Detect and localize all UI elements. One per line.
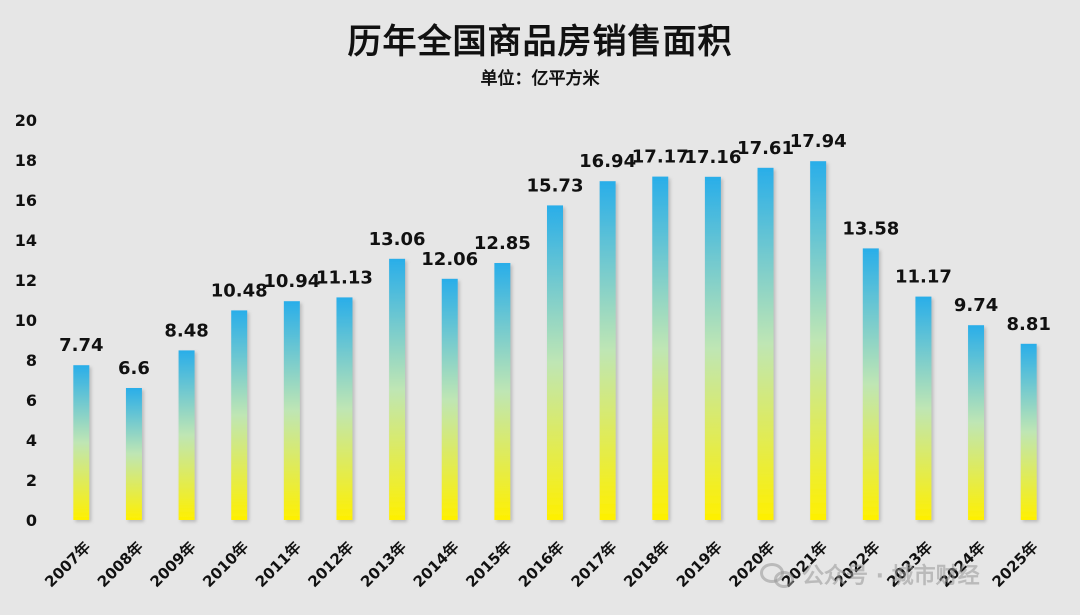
watermark-text: 公众号 · 城市财经 <box>802 564 980 589</box>
bar-value-label: 16.94 <box>579 151 636 172</box>
bar-value-label: 7.74 <box>59 335 103 356</box>
y-tick-label: 14 <box>15 231 37 250</box>
chart-title: 历年全国商品房销售面积 <box>347 22 733 62</box>
x-tick-label: 2015年 <box>462 538 515 591</box>
y-axis: 0 2 4 6 8 10 12 14 16 18 20 <box>15 111 37 530</box>
x-tick-label: 2009年 <box>147 538 200 591</box>
x-tick-label: 2012年 <box>304 538 357 591</box>
bar-value-label: 17.61 <box>737 138 794 159</box>
y-tick-label: 4 <box>26 431 37 450</box>
x-tick-label: 2014年 <box>410 538 463 591</box>
bar <box>547 205 563 520</box>
bar <box>178 350 195 520</box>
bar <box>1020 343 1037 520</box>
bar <box>704 176 721 521</box>
y-tick-label: 8 <box>26 351 37 370</box>
bar-value-label: 17.94 <box>790 131 847 152</box>
y-tick-label: 2 <box>26 471 37 490</box>
bar-value-label: 12.06 <box>421 249 478 270</box>
x-tick-label: 2019年 <box>673 538 726 591</box>
bar <box>231 310 248 520</box>
x-tick-label: 2013年 <box>357 538 410 591</box>
bar-value-label: 10.48 <box>211 280 268 301</box>
y-tick-label: 18 <box>15 151 37 170</box>
bar-value-label: 15.73 <box>527 175 584 196</box>
bar-value-label: 12.85 <box>474 233 531 254</box>
x-tick-label: 2016年 <box>515 538 568 591</box>
bar <box>336 297 353 520</box>
x-tick-label: 2025年 <box>989 538 1042 591</box>
bar <box>73 365 90 520</box>
x-tick-label: 2007年 <box>41 538 94 591</box>
bar <box>283 301 300 520</box>
bar-value-label: 13.06 <box>369 229 426 250</box>
watermark: 公众号 · 城市财经 <box>760 558 980 590</box>
chart-subtitle: 单位：亿平方米 <box>480 69 600 89</box>
bar <box>757 167 774 521</box>
bar-value-label: 6.6 <box>118 358 150 379</box>
bar-value-label: 11.17 <box>895 267 952 288</box>
x-tick-label: 2010年 <box>199 538 252 591</box>
y-tick-label: 20 <box>15 111 37 130</box>
bar <box>862 248 879 520</box>
bar <box>915 296 932 520</box>
bar-value-label: 13.58 <box>842 218 899 239</box>
x-tick-label: 2017年 <box>568 538 621 591</box>
bar-value-label: 8.48 <box>164 320 208 341</box>
bar-value-label: 11.13 <box>316 267 373 288</box>
x-tick-label: 2018年 <box>620 538 673 591</box>
y-tick-label: 6 <box>26 391 37 410</box>
bar <box>652 176 669 520</box>
bar <box>968 325 985 520</box>
y-tick-label: 12 <box>15 271 37 290</box>
bar <box>125 388 142 520</box>
x-tick-label: 2008年 <box>94 538 147 591</box>
y-tick-label: 16 <box>15 191 37 210</box>
bar <box>810 161 827 520</box>
bar-value-label: 10.94 <box>263 271 320 292</box>
bar-value-label: 17.17 <box>632 147 689 168</box>
bar-value-label: 9.74 <box>954 295 998 316</box>
bar <box>494 263 511 520</box>
bar <box>441 278 458 520</box>
wechat-icon <box>760 561 794 588</box>
bar <box>389 258 406 520</box>
bar <box>599 181 616 520</box>
y-tick-label: 0 <box>26 511 37 530</box>
bar-value-label: 17.16 <box>684 147 741 168</box>
bar-value-label: 8.81 <box>1006 314 1050 335</box>
y-tick-label: 10 <box>15 311 37 330</box>
x-tick-label: 2011年 <box>252 538 305 591</box>
